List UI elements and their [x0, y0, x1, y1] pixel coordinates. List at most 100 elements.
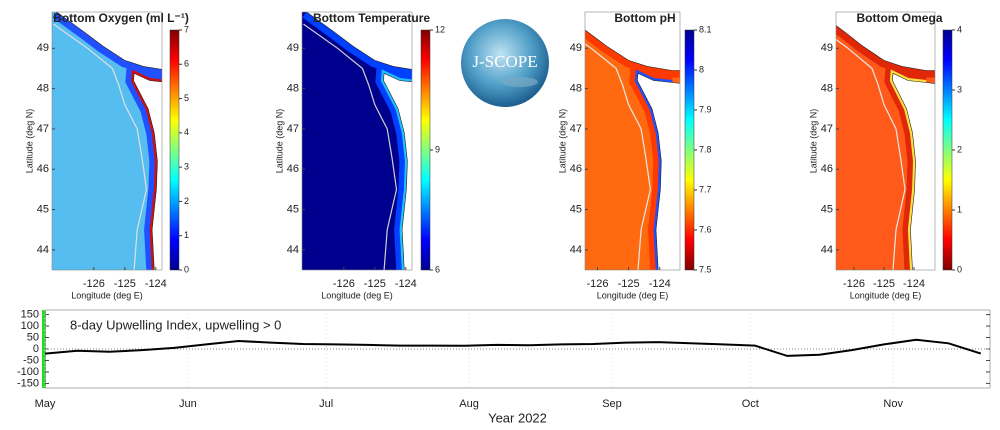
- y-axis-label: Latitude (deg N): [557, 109, 567, 174]
- y-tick-label: 45: [570, 203, 582, 215]
- colorbar-tick-label: 8: [699, 64, 704, 74]
- land: [836, 12, 935, 71]
- colorbar: [684, 29, 695, 271]
- colorbar-tick-label: 4: [184, 127, 189, 137]
- colorbar-tick-label: 1: [184, 230, 189, 240]
- x-tick-label: May: [35, 398, 56, 410]
- colorbar-tick-label: 5: [184, 93, 189, 103]
- colorbar-tick-label: 2: [184, 196, 189, 206]
- colorbar-tick-label: 7.5: [699, 264, 712, 274]
- land: [133, 72, 162, 270]
- colorbar-tick-label: 1: [957, 204, 962, 214]
- x-tick-label: Jul: [319, 398, 333, 410]
- isobath: [303, 23, 398, 270]
- x-axis-label: Longitude (deg E): [71, 290, 143, 300]
- colorbar-tick-label: 7: [184, 24, 189, 34]
- x-axis-label: Longitude (deg E): [321, 290, 393, 300]
- y-tick-label: 49: [287, 42, 299, 54]
- colorbar: [942, 29, 953, 271]
- x-tick-label: Nov: [883, 398, 903, 410]
- isobath: [53, 23, 148, 270]
- y-tick-label: 44: [287, 244, 299, 256]
- y-tick-label: 150: [21, 308, 39, 320]
- colorbar-tick-label: 7.8: [699, 144, 712, 154]
- map-frame: [301, 11, 413, 271]
- x-tick-label: -125: [114, 278, 136, 290]
- line: [44, 338, 982, 357]
- y-tick-label: 46: [821, 163, 833, 175]
- y-tick-label: 50: [27, 331, 39, 343]
- colorbar-tick-label: 2: [957, 144, 962, 154]
- x-tick-label: -124: [649, 278, 671, 290]
- y-tick-label: 49: [821, 42, 833, 54]
- y-tick-label: 46: [287, 163, 299, 175]
- isobath: [585, 43, 652, 270]
- isobath: [836, 38, 906, 270]
- y-tick-label: -100: [17, 366, 39, 378]
- x-axis-label: Year 2022: [488, 410, 547, 425]
- y-tick-label: 44: [37, 244, 49, 256]
- colorbar-tick-label: 7.9: [699, 104, 712, 114]
- y-tick-label: 47: [287, 123, 299, 135]
- y-tick-label: 48: [37, 83, 49, 95]
- y-axis-label: Latitude (deg N): [274, 109, 284, 174]
- y-tick-label: -150: [17, 377, 39, 389]
- x-axis-label: Longitude (deg E): [597, 290, 669, 300]
- y-axis-label: Latitude (deg N): [24, 109, 34, 174]
- y-tick-label: 44: [570, 244, 582, 256]
- land: [892, 72, 935, 270]
- land: [56, 12, 162, 70]
- x-tick-label: -125: [873, 278, 895, 290]
- map-frame: [835, 11, 936, 271]
- x-tick-label: Sep: [602, 398, 622, 410]
- land: [306, 12, 412, 70]
- y-tick-label: 47: [821, 123, 833, 135]
- x-tick-label: -126: [843, 278, 865, 290]
- colorbar-tick-label: 6: [435, 264, 440, 274]
- map-frame: [51, 11, 163, 271]
- colorbar: [420, 29, 431, 271]
- colorbar-tick-label: 3: [184, 162, 189, 172]
- x-tick-label: Jun: [179, 398, 197, 410]
- map-title: Bottom Oxygen (ml L⁻¹): [53, 11, 189, 25]
- map-frame: [584, 11, 681, 271]
- colorbar-tick-label: 7.6: [699, 224, 712, 234]
- x-tick-label: -126: [333, 278, 355, 290]
- map: [52, 12, 162, 270]
- x-tick-label: -125: [364, 278, 386, 290]
- y-tick-label: 45: [821, 203, 833, 215]
- y-tick-label: 47: [570, 123, 582, 135]
- axis-accent: [42, 310, 46, 388]
- x-tick-label: -126: [83, 278, 105, 290]
- annotation: 8-day Upwelling Index, upwelling > 0: [70, 317, 281, 332]
- map: [836, 12, 935, 270]
- map: [302, 12, 412, 270]
- colorbar-tick-label: 7.7: [699, 184, 712, 194]
- y-tick-label: 46: [37, 163, 49, 175]
- x-tick-label: -124: [903, 278, 925, 290]
- logo-text: J-SCOPE: [472, 52, 537, 71]
- colorbar-tick-label: 6: [184, 59, 189, 69]
- colorbar-tick-label: 3: [957, 84, 962, 94]
- y-axis-label: Latitude (deg N): [808, 109, 818, 174]
- y-tick-label: 44: [821, 244, 833, 256]
- colorbar-tick-label: 0: [957, 264, 962, 274]
- y-tick-label: 100: [21, 320, 39, 332]
- map-title: Bottom Temperature: [313, 11, 430, 25]
- y-tick-label: 46: [570, 163, 582, 175]
- x-axis-label: Longitude (deg E): [850, 290, 922, 300]
- land: [585, 12, 680, 71]
- map-title: Bottom Omega: [856, 11, 942, 25]
- y-tick-label: 45: [37, 203, 49, 215]
- land: [383, 72, 412, 270]
- colorbar-tick-label: 8.1: [699, 24, 712, 34]
- y-tick-label: 48: [821, 83, 833, 95]
- colorbar: [169, 29, 180, 271]
- y-tick-label: 47: [37, 123, 49, 135]
- x-tick-label: -124: [395, 278, 417, 290]
- logo: J-SCOPE: [461, 19, 549, 107]
- y-tick-label: 45: [287, 203, 299, 215]
- x-tick-label: Oct: [742, 398, 759, 410]
- colorbar-tick-label: 12: [435, 24, 445, 34]
- x-tick-label: -124: [145, 278, 167, 290]
